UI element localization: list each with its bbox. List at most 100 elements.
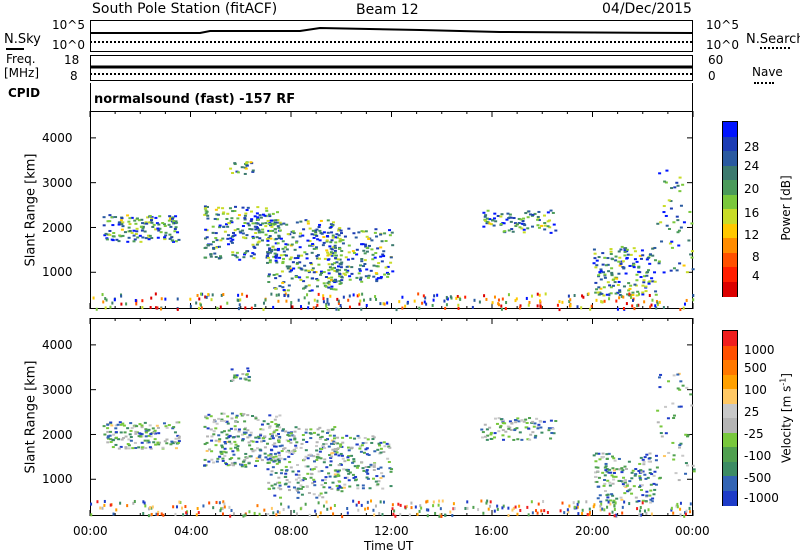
echo-cell [328,475,332,478]
echo-cell [112,232,116,235]
echo-cell [522,228,526,231]
ground-cell [178,500,181,504]
echo-cell [513,429,517,432]
echo-cell [247,379,251,382]
echo-cell [343,235,347,238]
echo-cell [620,471,624,474]
echo-cell [204,415,208,418]
ground-cell [629,295,632,299]
ground-cell [399,503,402,507]
echo-cell [304,285,308,288]
ground-cell [220,293,223,297]
echo-cell [248,435,252,438]
colorbar-segment [723,461,737,477]
echo-cell [497,417,501,420]
ground-cell [135,302,138,306]
ground-cell [616,307,619,311]
echo-cell [284,482,288,485]
echo-cell [547,429,551,432]
echo-cell [220,412,224,415]
echo-cell [526,227,530,230]
ground-cell [516,512,519,516]
echo-cell [607,452,611,455]
echo-cell [663,180,667,183]
echo-cell [658,386,662,389]
ground-cell [228,505,231,509]
ground-cell [365,303,368,307]
ground-cell [325,302,328,306]
velocity-cbar-tick--500: -500 [744,471,772,485]
echo-cell [372,465,376,468]
echo-cell [253,225,257,228]
echo-cell [482,225,486,228]
ground-cell [526,505,529,509]
ground-cell [432,504,435,508]
ground-cell [675,504,678,508]
ground-cell [267,513,270,517]
ground-cell [483,294,486,298]
nave-right-tick-top: 60 [708,53,724,67]
ground-cell [291,305,294,309]
echo-cell [289,432,293,435]
echo-cell [308,240,312,243]
echo-cell [362,265,366,268]
echo-cell [346,258,350,261]
echo-cell [163,225,167,228]
echo-cell [621,469,625,472]
echo-cell [609,253,613,256]
echo-cell [279,496,283,499]
echo-cell [269,237,273,240]
echo-cell [233,425,237,428]
echo-cell [639,456,643,459]
echo-cell [245,209,249,212]
echo-cell [119,431,123,434]
echo-cell [341,436,345,439]
echo-cell [373,462,377,465]
echo-cell [614,292,618,295]
echo-cell [335,484,339,487]
echo-cell [118,421,122,424]
echo-cell [223,230,227,233]
echo-cell [327,263,331,266]
echo-cell [357,272,361,275]
ground-cell [172,505,175,509]
echo-cell [281,260,285,263]
echo-cell [536,224,540,227]
echo-cell [240,465,244,468]
echo-cell [243,252,247,255]
echo-cell [286,243,290,246]
echo-cell [296,487,300,490]
echo-cell [315,228,319,231]
echo-cell [593,475,597,478]
echo-cell [233,210,237,213]
echo-cell [298,261,302,264]
echo-cell [606,496,610,499]
ground-cell [185,511,188,515]
echo-cell [295,489,299,492]
colorbar-segment [723,281,737,297]
echo-cell [322,241,326,244]
echo-cell [117,223,121,226]
echo-cell [328,245,332,248]
echo-cell [655,466,659,469]
echo-cell [327,272,331,275]
ground-cell [651,298,654,302]
ground-cell [141,299,144,303]
echo-cell [594,266,598,269]
nsky-left-tick-bottom: 10^0 [52,38,85,52]
echo-cell [678,262,682,265]
echo-cell [268,235,272,238]
echo-cell [687,239,691,242]
echo-cell [127,447,131,450]
echo-cell [134,430,138,433]
echo-cell [260,440,264,443]
echo-cell [236,171,240,174]
echo-cell [203,458,207,461]
echo-cell [276,211,280,214]
echo-cell [314,271,318,274]
echo-cell [329,464,333,467]
echo-cell [265,238,269,241]
ground-cell [287,294,290,298]
echo-cell [226,225,230,228]
echo-cell [260,459,264,462]
